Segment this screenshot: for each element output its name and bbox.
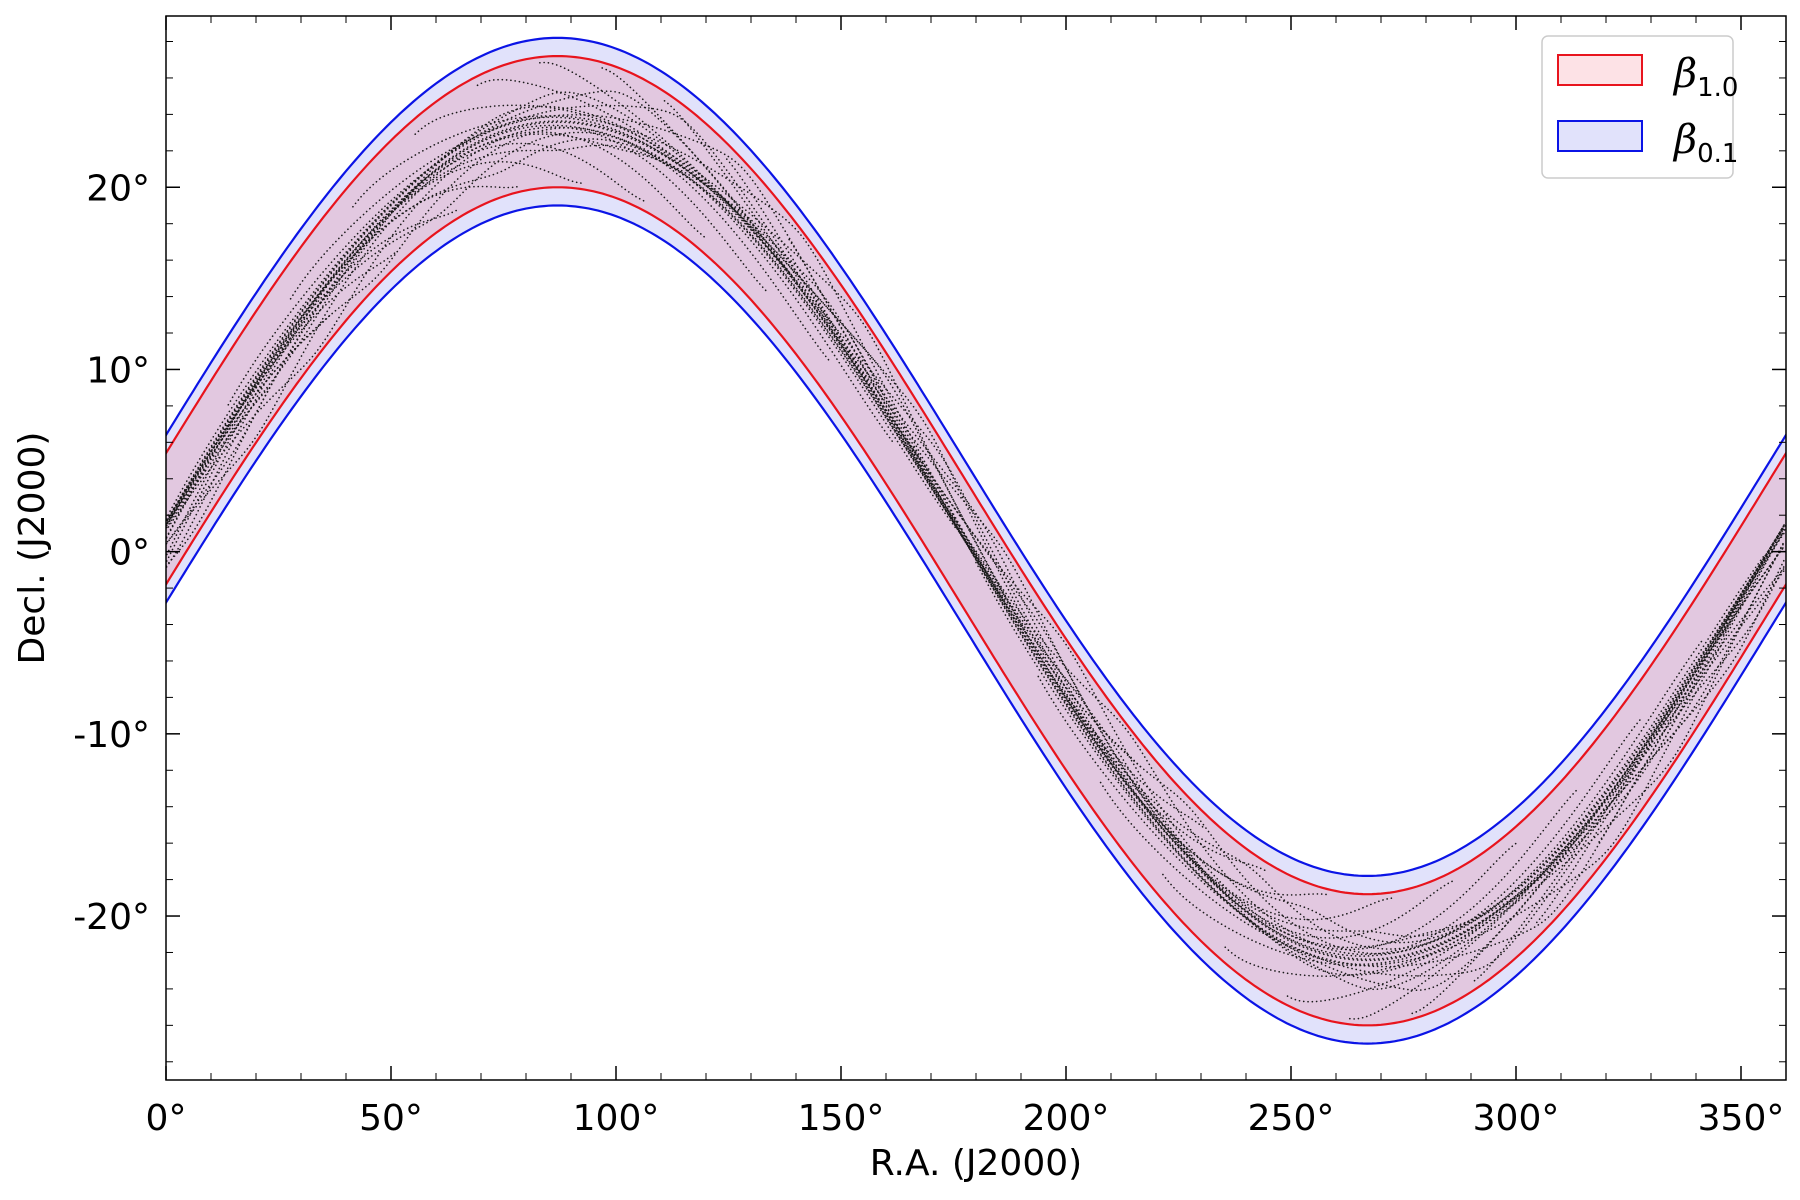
legend-swatch-beta-1-0 <box>1557 54 1643 86</box>
trajectory-track <box>166 138 1784 977</box>
x-axis-label: R.A. (J2000) <box>870 1143 1082 1184</box>
trajectory-track <box>166 133 1786 1020</box>
y-tick-label: -20° <box>73 897 150 938</box>
band-upper-edge-beta-0-1 <box>166 36 1786 878</box>
trajectory-dots <box>166 61 1785 949</box>
trajectory-track <box>166 91 1786 939</box>
band-lower-edge-beta-1-0 <box>166 186 1786 1027</box>
trajectory-track <box>166 124 1786 1015</box>
x-tick-label: 300° <box>1473 1098 1560 1139</box>
x-tick-label: 350° <box>1698 1098 1785 1139</box>
trajectory-dots <box>166 133 1786 1020</box>
trajectory-track <box>167 127 1785 968</box>
trajectory-dots <box>166 131 1785 991</box>
legend-swatch-beta-0-1 <box>1557 120 1643 152</box>
tick-layer <box>165 16 1787 1080</box>
y-tick-labels: 20° 10° 0° -10° -20° <box>73 168 150 938</box>
x-tick-label: 100° <box>573 1098 660 1139</box>
x-tick-label: 0° <box>146 1098 187 1139</box>
trajectory-track <box>166 142 1786 991</box>
band-layer <box>166 37 1786 1044</box>
trajectory-track <box>167 100 1785 960</box>
y-tick-label: 20° <box>86 168 150 209</box>
y-axis-label: Decl. (J2000) <box>12 432 53 665</box>
band-upper-edge-beta-1-0 <box>166 54 1786 896</box>
x-tick-label: 200° <box>1023 1098 1110 1139</box>
legend: β1.0 β0.1 <box>1541 35 1738 179</box>
trajectory-track <box>166 61 1785 949</box>
y-tick-label: 0° <box>109 533 150 574</box>
x-tick-label: 250° <box>1248 1098 1335 1139</box>
trajectory-dots <box>166 161 1786 976</box>
trajectory-dots <box>166 124 1786 1015</box>
band-lower-edge-beta-0-1 <box>166 204 1786 1045</box>
trajectory-track <box>166 144 1786 1003</box>
legend-label-beta-1-0: β1.0 <box>1672 51 1738 103</box>
trajectory-track <box>166 131 1785 991</box>
trajectory-track <box>166 161 1786 976</box>
trajectory-dots <box>167 100 1785 960</box>
trajectory-dots <box>166 91 1786 939</box>
y-tick-label: 10° <box>86 350 150 391</box>
trajectory-track <box>166 120 1785 924</box>
trajectory-layer <box>166 61 1786 1020</box>
trajectory-dots <box>168 116 1786 896</box>
band-edge-layer <box>166 36 1786 1045</box>
trajectory-track <box>168 116 1786 896</box>
band-fill-beta-1-0 <box>166 56 1786 1026</box>
x-tick-label: 50° <box>359 1098 423 1139</box>
trajectory-dots <box>166 138 1784 977</box>
y-tick-label: -10° <box>73 715 150 756</box>
trajectory-dots <box>168 131 1786 967</box>
legend-label-beta-0-1: β0.1 <box>1672 117 1738 169</box>
x-tick-label: 150° <box>798 1098 885 1139</box>
x-tick-labels: 0° 50° 100° 150° 200° 250° 300° 350° <box>146 1098 1785 1139</box>
trajectory-dots <box>167 127 1785 968</box>
trajectory-dots <box>166 120 1785 924</box>
trajectory-dots <box>166 142 1786 991</box>
trajectory-track <box>168 131 1786 967</box>
trajectory-dots <box>166 144 1786 1003</box>
